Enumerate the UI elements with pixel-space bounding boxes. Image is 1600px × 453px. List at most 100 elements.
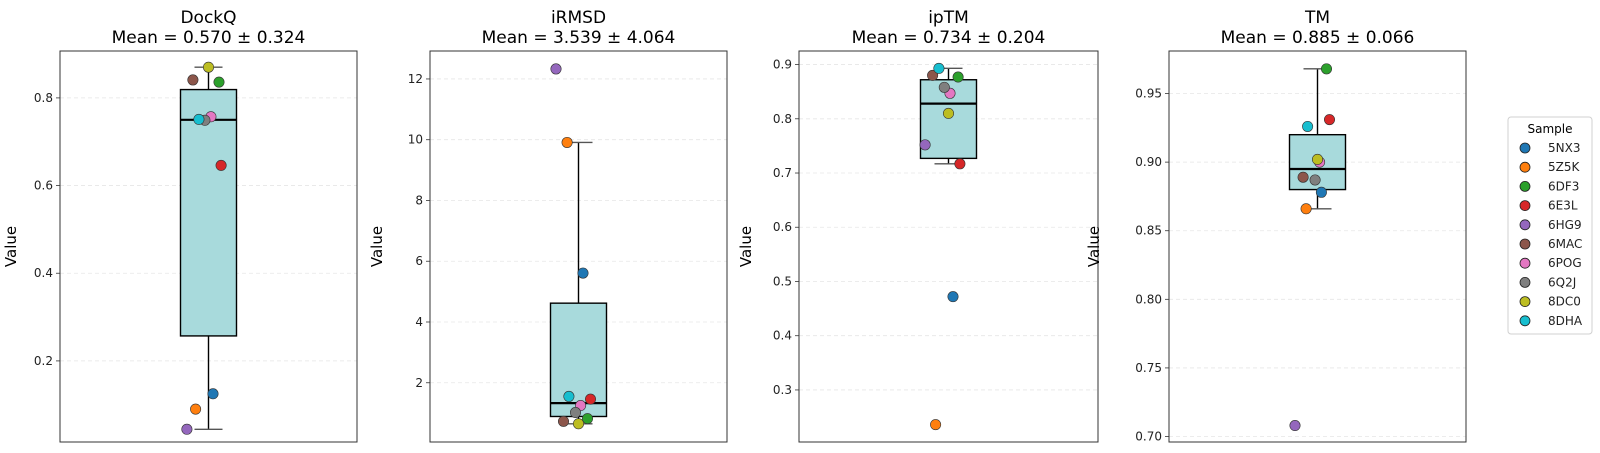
data-point-5nx3 (1315, 186, 1327, 198)
data-point-8dha (933, 62, 945, 74)
y-tick-label: 0.6 (773, 220, 792, 234)
subplot-subtitle: Mean = 0.885 ± 0.066 (1221, 28, 1415, 48)
data-point-5z5k (1300, 203, 1312, 215)
y-tick-label: 0.70 (1135, 430, 1162, 444)
y-tick-label: 8 (415, 193, 423, 207)
subplot-subtitle: Mean = 0.734 ± 0.204 (852, 28, 1046, 48)
y-tick-label: 0.5 (773, 274, 792, 288)
y-axis-label: Value (737, 226, 755, 267)
y-tick-label: 4 (415, 315, 423, 329)
data-point-8dha (1302, 120, 1314, 132)
box-iqr (179, 88, 238, 337)
y-tick-label: 0.4 (773, 329, 792, 343)
legend-marker-6q2j (1519, 276, 1531, 288)
data-point-6q2j (938, 81, 950, 93)
data-point-6hg9 (550, 63, 562, 75)
data-point-6mac (927, 69, 939, 81)
y-tick-label: 0.7 (773, 166, 792, 180)
data-point-5z5k (930, 419, 942, 431)
y-tick-label: 0.80 (1135, 292, 1162, 306)
data-point-5nx3 (207, 388, 219, 400)
data-point-8dc0 (572, 418, 584, 430)
subplot-title: ipTM (928, 8, 969, 28)
data-point-8dc0 (942, 107, 954, 119)
legend: Sample 5NX3 5Z5K 6DF3 6E3L 6HG9 6MAC 6POG 6Q2J 8D… (1507, 116, 1593, 335)
y-tick-label: 0.2 (34, 354, 53, 368)
y-tick-label: 0.75 (1135, 361, 1162, 375)
subplot-title: iRMSD (551, 8, 606, 28)
y-tick-label: 0.8 (773, 112, 792, 126)
legend-label-6hg9: 6HG9 (1548, 218, 1582, 232)
legend-label-6e3l: 6E3L (1548, 199, 1578, 213)
data-point-8dc0 (203, 61, 215, 73)
data-point-6e3l (584, 393, 596, 405)
axes-frame (59, 50, 358, 443)
data-point-6df3 (581, 413, 593, 425)
y-tick-label: 0.90 (1135, 155, 1162, 169)
data-point-6df3 (213, 76, 225, 88)
y-tick-label: 0.95 (1135, 87, 1162, 101)
legend-marker-6df3 (1519, 180, 1531, 192)
data-point-6df3 (952, 71, 964, 83)
legend-marker-6hg9 (1519, 219, 1531, 231)
data-point-6mac (1297, 171, 1309, 183)
y-tick-label: 0.3 (773, 383, 792, 397)
subplot-title: TM (1304, 8, 1330, 28)
legend-marker-6pog (1519, 257, 1531, 269)
legend-marker-5nx3 (1519, 142, 1531, 154)
y-tick-label: 0.85 (1135, 224, 1162, 238)
legend-marker-8dc0 (1519, 296, 1531, 308)
axes-frame (798, 50, 1099, 443)
subplot-subtitle: Mean = 3.539 ± 4.064 (482, 28, 676, 48)
subplot-subtitle: Mean = 0.570 ± 0.324 (112, 28, 306, 48)
legend-label-8dc0: 8DC0 (1548, 295, 1581, 309)
subplot-title: DockQ (180, 8, 236, 28)
data-point-6e3l (215, 159, 227, 171)
data-point-6e3l (954, 158, 966, 170)
data-point-6df3 (1321, 63, 1333, 75)
legend-label-6df3: 6DF3 (1548, 179, 1579, 193)
box-iqr (549, 302, 608, 418)
y-tick-label: 6 (415, 254, 423, 268)
y-tick-label: 0.9 (773, 58, 792, 72)
data-point-5nx3 (947, 291, 959, 303)
axes-frame (429, 50, 728, 443)
legend-label-8dha: 8DHA (1548, 314, 1583, 328)
y-axis-label: Value (1085, 226, 1103, 267)
data-point-6q2j (569, 407, 581, 419)
data-point-6mac (557, 415, 569, 427)
legend-marker-6e3l (1519, 200, 1531, 212)
y-tick-label: 0.6 (34, 179, 53, 193)
y-tick-label: 0.8 (34, 91, 53, 105)
legend-marker-5z5k (1519, 161, 1531, 173)
data-point-6hg9 (181, 423, 193, 435)
data-point-6q2j (1309, 174, 1321, 186)
legend-label-6q2j: 6Q2J (1548, 275, 1576, 289)
data-point-6hg9 (919, 139, 931, 151)
y-tick-label: 10 (408, 133, 423, 147)
y-axis-label: Value (2, 226, 20, 267)
axes-frame (1168, 50, 1467, 443)
y-tick-label: 2 (415, 376, 423, 390)
legend-marker-8dha (1519, 315, 1531, 327)
data-point-8dha (193, 113, 205, 125)
y-tick-label: 12 (408, 72, 423, 86)
legend-marker-6mac (1519, 238, 1531, 250)
y-tick-label: 0.4 (34, 266, 53, 280)
data-point-5z5k (190, 403, 202, 415)
data-point-8dha (563, 390, 575, 402)
legend-label-6mac: 6MAC (1548, 237, 1582, 251)
legend-title: Sample (1528, 122, 1573, 136)
data-point-6hg9 (1289, 420, 1301, 432)
legend-label-5nx3: 5NX3 (1548, 141, 1580, 155)
data-point-6e3l (1324, 114, 1336, 126)
y-axis-label: Value (368, 226, 386, 267)
legend-label-5z5k: 5Z5K (1548, 160, 1580, 174)
data-point-6mac (187, 74, 199, 86)
